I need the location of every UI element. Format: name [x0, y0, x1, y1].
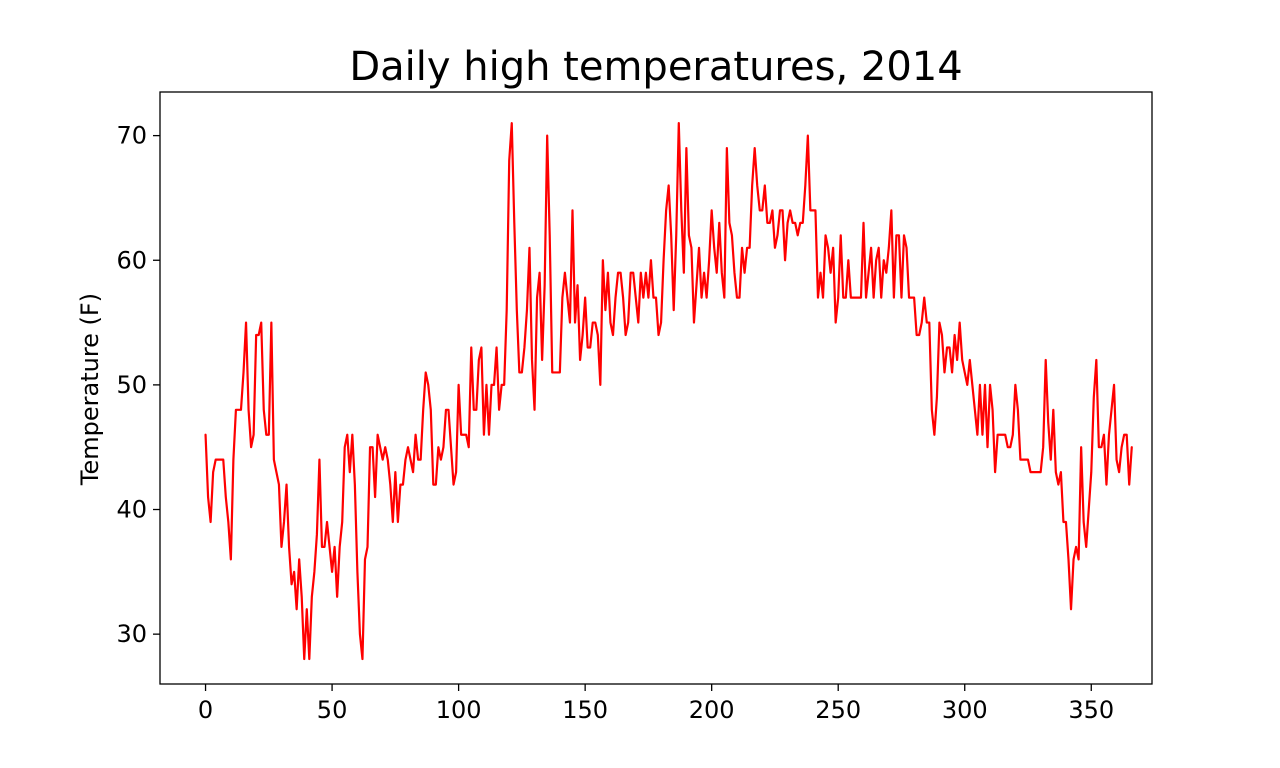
x-tick-label: 350 [1068, 696, 1114, 724]
plot-area-frame [159, 91, 1153, 685]
x-tick-label: 250 [815, 696, 861, 724]
axis-ticks: 0 50 100 150 200 250 300 350 30 40 50 60 70 [116, 122, 1114, 724]
x-tick-label: 150 [562, 696, 608, 724]
x-tick-label: 50 [317, 696, 348, 724]
y-axis-label: Temperature (F) [76, 293, 104, 486]
y-tick-label: 40 [116, 496, 147, 524]
y-tick-label: 60 [116, 246, 147, 274]
x-tick-label: 200 [689, 696, 735, 724]
series-group [204, 122, 1133, 661]
chart-title: Daily high temperatures, 2014 [349, 44, 962, 90]
y-tick-label: 70 [116, 122, 147, 150]
x-tick-label: 100 [436, 696, 482, 724]
y-tick-label: 30 [116, 620, 147, 648]
x-tick-label: 300 [942, 696, 988, 724]
y-tick-label: 50 [116, 371, 147, 399]
x-tick-label: 0 [198, 696, 213, 724]
temperature-series-line [204, 122, 1133, 661]
